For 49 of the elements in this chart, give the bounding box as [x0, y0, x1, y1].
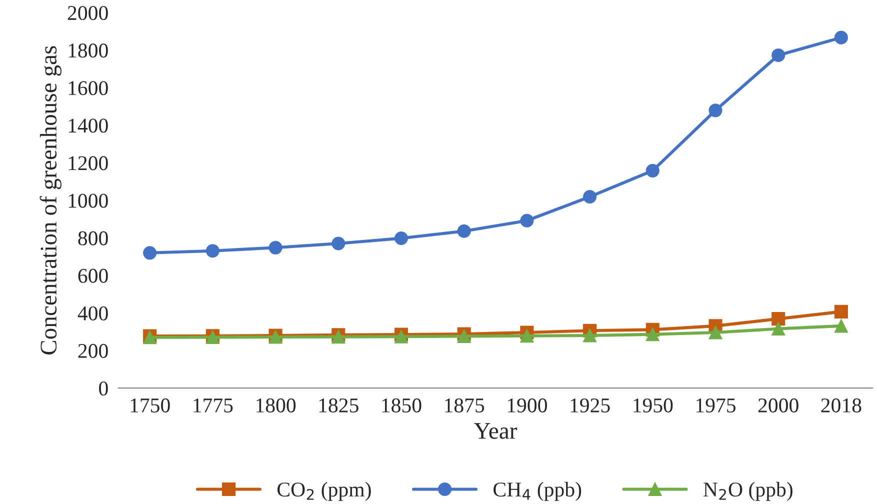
- x-tick-label: 1850: [382, 398, 422, 412]
- point: [834, 319, 848, 333]
- y-tick-label: 200: [78, 344, 108, 358]
- y-tick-label: 400: [78, 306, 108, 320]
- point: [520, 329, 534, 343]
- point: [646, 164, 660, 178]
- legend-label: CO$_{2}$ (ppm): [278, 482, 371, 501]
- point: [772, 312, 786, 326]
- y-tick-label: 1000: [68, 194, 108, 208]
- x-tick-label: 2018: [821, 398, 862, 412]
- x-tick-label: 1750: [130, 398, 170, 412]
- point: [457, 329, 471, 344]
- point: [834, 30, 848, 44]
- legend-label: CH$_{4}$ (ppb): [494, 482, 582, 501]
- x-tick-label: 1825: [319, 398, 358, 412]
- point: [772, 48, 786, 62]
- x-axis-title: Year: [474, 423, 518, 439]
- y-tick-label: 1600: [68, 81, 108, 96]
- point: [583, 328, 597, 342]
- y-axis-title: Concentration of greenhouse gas: [40, 46, 62, 354]
- y-tick-label: 800: [78, 231, 108, 246]
- point: [834, 304, 848, 318]
- y-tick-label: 2000: [68, 6, 108, 20]
- point: [708, 104, 722, 118]
- x-tick-label: 1925: [570, 398, 610, 412]
- point: [206, 244, 220, 258]
- point: [520, 214, 534, 228]
- y-tick-label: 0: [99, 381, 108, 396]
- point: [457, 224, 471, 238]
- point: [332, 236, 346, 250]
- x-tick-label: 1775: [194, 398, 233, 412]
- y-tick-label: 1400: [68, 118, 108, 133]
- y-tick-label: 600: [78, 268, 108, 283]
- point: [646, 328, 660, 342]
- x-tick-label: 2000: [758, 398, 798, 412]
- x-tick-label: 1900: [508, 398, 547, 412]
- point: [708, 326, 722, 340]
- point: [583, 190, 597, 204]
- point: [394, 231, 408, 246]
- point: [772, 322, 786, 336]
- legend-label: N$_{2}$O (ppb): [704, 482, 792, 501]
- y-tick-label: 1200: [68, 156, 108, 170]
- point: [143, 246, 157, 260]
- x-tick-label: 1800: [256, 398, 296, 412]
- x-tick-label: 1975: [696, 398, 736, 412]
- x-tick-label: 1950: [634, 398, 673, 412]
- x-tick-label: 1875: [445, 398, 484, 412]
- y-tick-label: 1800: [68, 44, 108, 58]
- point: [268, 240, 282, 254]
